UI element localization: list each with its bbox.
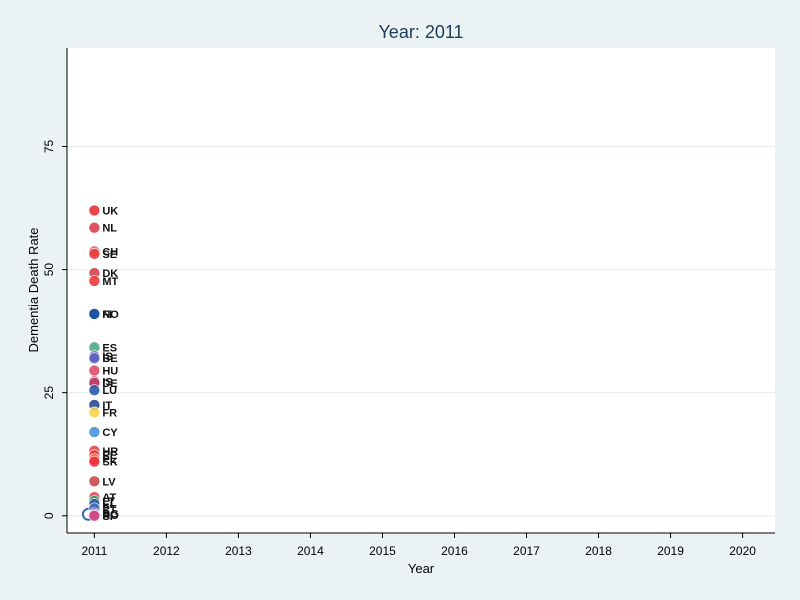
point-se bbox=[88, 248, 101, 260]
x-tick-label: 2011 bbox=[81, 544, 107, 558]
point-label-uk: UK bbox=[102, 205, 118, 217]
x-tick-label: 2017 bbox=[513, 544, 540, 558]
point-label-fr: FR bbox=[102, 407, 117, 419]
point-label-hr: HR bbox=[102, 446, 118, 458]
point-nl bbox=[88, 221, 101, 234]
point-label-is: IS bbox=[102, 376, 112, 388]
point-be bbox=[88, 352, 101, 365]
point-label-nl: NL bbox=[102, 223, 117, 235]
point-label-bg: BG bbox=[102, 508, 119, 520]
x-tick-label: 2012 bbox=[153, 544, 180, 558]
point-label-fi: FI bbox=[102, 309, 112, 321]
point-label-ee: EE bbox=[102, 450, 117, 462]
point-label-lt: LT bbox=[102, 496, 115, 508]
point-label-no: NO bbox=[102, 309, 119, 321]
point-label-se: SE bbox=[102, 249, 117, 261]
x-tick-label: 2019 bbox=[657, 544, 684, 558]
chart-title: Year: 2011 bbox=[378, 22, 463, 42]
point-mt bbox=[88, 275, 101, 287]
point-label-sk: SK bbox=[102, 457, 117, 469]
plot-area bbox=[67, 48, 775, 533]
point-label-cy: CY bbox=[102, 427, 118, 439]
y-axis-title: Dementia Death Rate bbox=[26, 227, 41, 352]
point-sk bbox=[88, 455, 101, 468]
y-tick-label: 50 bbox=[42, 263, 56, 277]
point-hu bbox=[88, 364, 101, 377]
point-label-el: EL bbox=[102, 499, 116, 511]
x-tick-label: 2014 bbox=[297, 544, 324, 558]
y-tick-label: 75 bbox=[42, 139, 56, 153]
point-lu bbox=[88, 384, 101, 397]
point-no bbox=[88, 308, 101, 320]
point-label-be: BE bbox=[102, 353, 117, 365]
point-label-at: AT bbox=[102, 492, 116, 504]
point-label-hu: HU bbox=[102, 366, 118, 378]
point-uk bbox=[88, 204, 101, 217]
point-cy bbox=[88, 426, 101, 438]
point-fr bbox=[88, 406, 101, 419]
grid-layer bbox=[67, 145, 775, 517]
point-label-lu: LU bbox=[102, 385, 117, 397]
point-label-it: IT bbox=[102, 400, 112, 412]
x-tick-label: 2018 bbox=[585, 544, 612, 558]
x-tick-label: 2013 bbox=[225, 544, 252, 558]
x-tick-label: 2015 bbox=[369, 544, 396, 558]
point-label-dk: DK bbox=[102, 268, 118, 280]
x-tick-label: 2020 bbox=[729, 544, 756, 558]
point-label-de: DE bbox=[102, 378, 117, 390]
point-label-pt: PT bbox=[102, 503, 116, 515]
point-label-lv: LV bbox=[102, 476, 116, 488]
y-tick-label: 25 bbox=[42, 386, 56, 400]
axis-layer: 0 25 50 75 2011 2012 2013 2014 2015 2016 2017 2018 2… bbox=[42, 48, 775, 558]
x-axis-title: Year bbox=[408, 561, 435, 576]
point-label-si: SI bbox=[102, 511, 112, 523]
point-si bbox=[88, 509, 101, 522]
point-lv bbox=[88, 475, 101, 488]
x-tick-label: 2016 bbox=[441, 544, 468, 558]
point-label-ch: CH bbox=[102, 246, 118, 258]
point-label-pl: PL bbox=[102, 454, 116, 466]
points-layer: UKNLCHSEDKMTFINOESISBEHUISDELUITFRCYHREE… bbox=[81, 204, 119, 523]
point-label-es: ES bbox=[102, 342, 117, 354]
y-tick-label: 0 bbox=[42, 512, 56, 519]
point-label-mt: MT bbox=[102, 276, 118, 288]
point-label-ro: RO bbox=[102, 510, 119, 522]
point-label-is: IS bbox=[102, 351, 112, 363]
